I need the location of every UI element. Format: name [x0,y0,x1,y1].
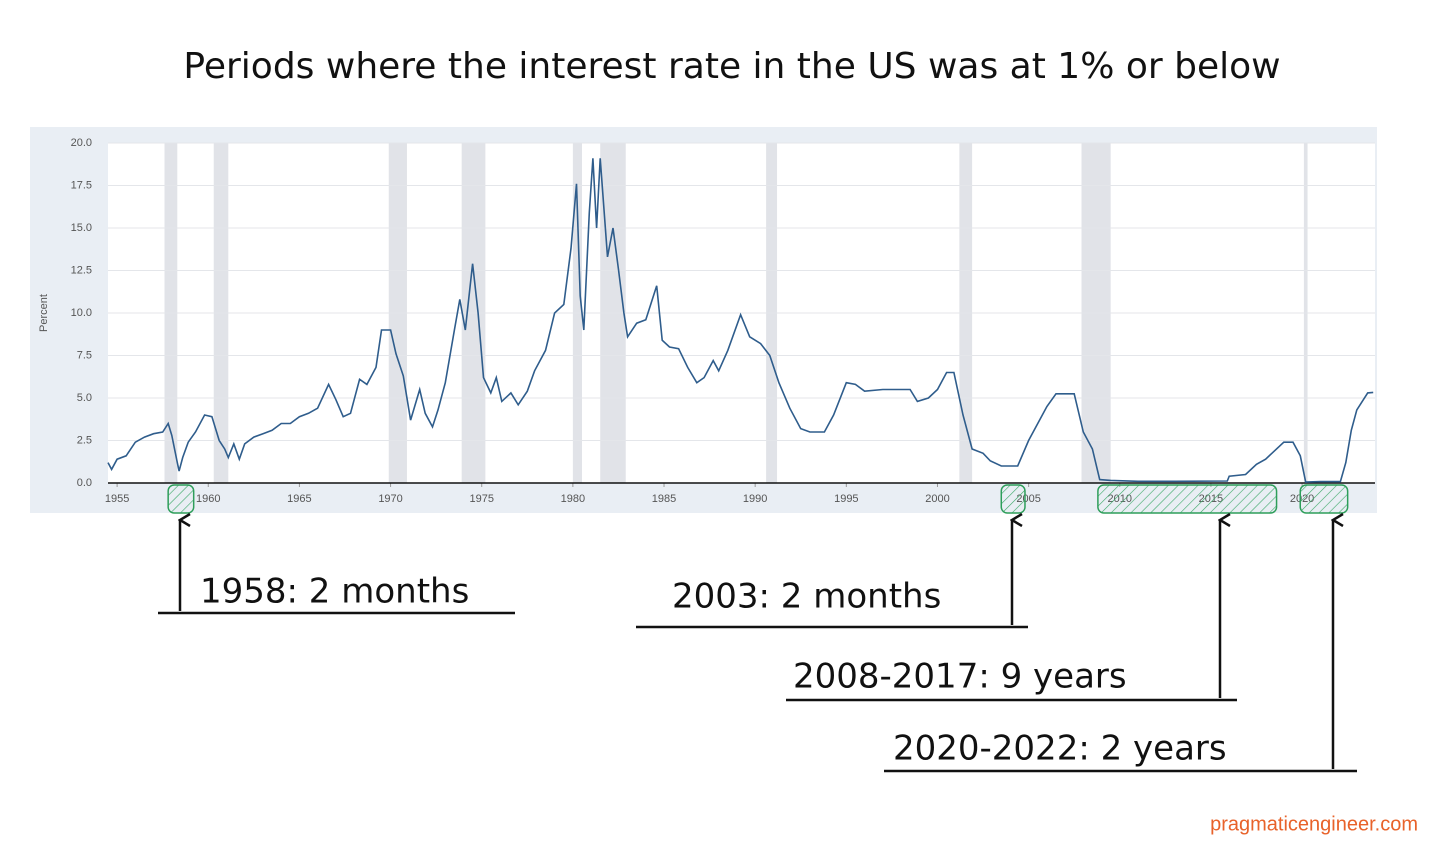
x-tick-label: 1960 [196,493,220,505]
y-tick-label: 2.5 [77,434,92,446]
annotation-label: 2008-2017: 9 years [793,657,1127,697]
x-tick-label: 1955 [105,493,129,505]
y-tick-label: 17.5 [71,179,92,191]
annotation-label: 2003: 2 months [672,577,941,617]
y-tick-label: 7.5 [77,349,92,361]
y-tick-label: 10.0 [71,307,92,319]
x-tick-label: 1985 [652,493,676,505]
x-tick-label: 1965 [287,493,311,505]
title: Periods where the interest rate in the U… [183,46,1280,87]
highlight-box [167,484,195,514]
annotation-label: 1958: 2 months [200,572,469,612]
y-tick-label: 12.5 [71,264,92,276]
y-tick-label: 5.0 [77,392,92,404]
x-tick-label: 1980 [561,493,585,505]
highlight-box [1097,484,1278,514]
annotation-label: 2020-2022: 2 years [893,729,1227,769]
y-tick-label: 15.0 [71,222,92,234]
rate-line [107,158,1374,483]
x-tick-label: 1990 [743,493,767,505]
highlight-box [1000,484,1026,514]
x-tick-label: 1975 [469,493,493,505]
y-tick-label: 0.0 [77,477,92,489]
source: pragmaticengineer.com [1210,813,1418,835]
y-tick-label: 20.0 [71,137,92,149]
x-tick-label: 1970 [378,493,402,505]
x-tick-label: 1995 [834,493,858,505]
y-axis-label: Percent [38,294,50,332]
x-tick-label: 2000 [925,493,949,505]
highlight-box [1299,484,1349,514]
